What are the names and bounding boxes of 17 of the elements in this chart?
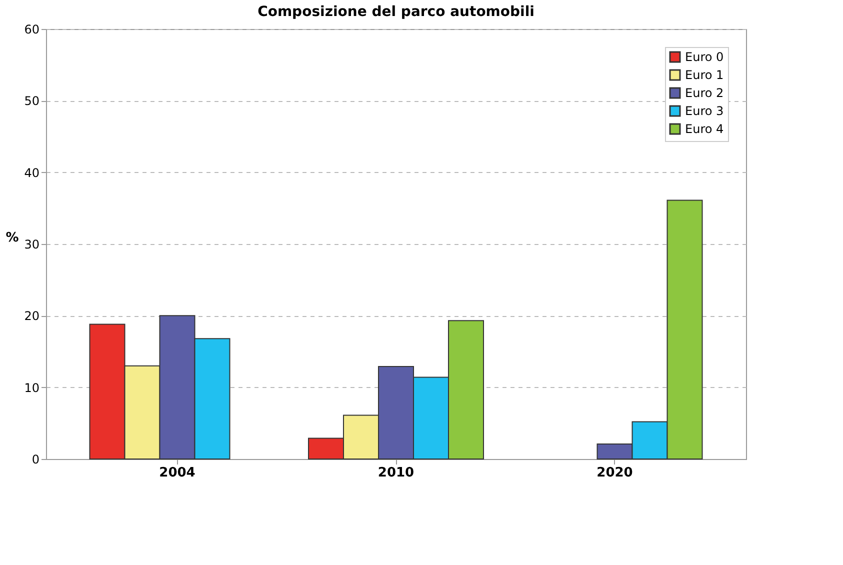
y-tick-label: 30: [24, 238, 40, 252]
y-axis-title: %: [6, 230, 19, 246]
x-tick-label: 2020: [596, 466, 633, 480]
legend-label: Euro 2: [685, 86, 724, 100]
chart-title: Composizione del parco automobili: [258, 4, 534, 20]
x-tick-label: 2010: [378, 466, 414, 480]
legend-label: Euro 4: [685, 122, 724, 136]
x-tick-label: 2004: [159, 466, 196, 480]
y-tick-label: 10: [24, 380, 40, 395]
y-tick-label: 50: [24, 94, 40, 108]
legend-label: Euro 3: [685, 104, 724, 118]
legend-label: Euro 0: [685, 50, 724, 64]
y-tick-label: 60: [24, 22, 40, 36]
y-tick-label: 40: [24, 166, 40, 180]
y-tick-label: 20: [24, 309, 40, 324]
legend-label: Euro 1: [685, 68, 724, 82]
y-tick-label: 0: [32, 452, 40, 466]
